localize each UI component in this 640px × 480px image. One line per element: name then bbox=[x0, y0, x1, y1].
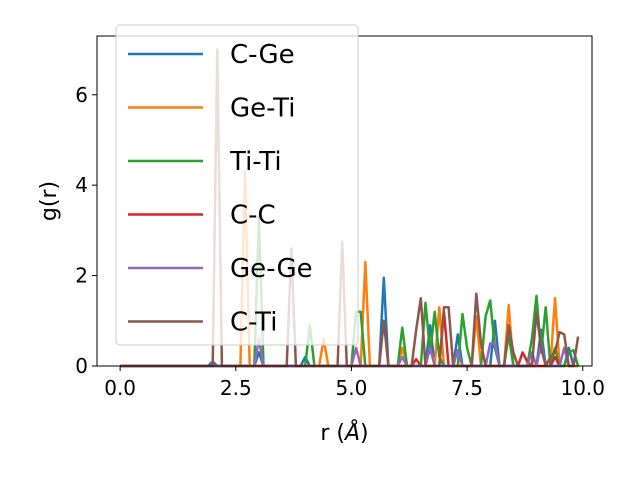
x-tick-label: 5.0 bbox=[336, 376, 368, 400]
x-tick-label: 0.0 bbox=[104, 376, 136, 400]
x-axis-label-close: ) bbox=[360, 421, 369, 446]
legend-label-c-ti: C-Ti bbox=[230, 308, 277, 338]
legend-box bbox=[115, 24, 359, 346]
legend: C-Ge Ge-Ti Ti-Ti C-C Ge-Ge C-Ti bbox=[115, 24, 359, 346]
legend-label-c-c: C-C bbox=[230, 201, 276, 231]
y-tick-label: 2 bbox=[75, 264, 88, 288]
ticks-layer: 0.0 2.5 5.0 7.5 10.0 0 2 4 6 bbox=[75, 83, 605, 400]
x-axis-label-text: r ( bbox=[320, 421, 345, 446]
x-axis-label-unit: Å bbox=[343, 419, 360, 446]
legend-label-ge-ge: Ge-Ge bbox=[230, 254, 313, 284]
x-tick-label: 10.0 bbox=[560, 376, 605, 400]
legend-label-ti-ti: Ti-Ti bbox=[229, 147, 282, 177]
y-tick-label: 4 bbox=[75, 173, 88, 197]
x-axis-label: r (Å) bbox=[320, 419, 368, 446]
legend-items: C-Ge Ge-Ti Ti-Ti C-C Ge-Ge C-Ti bbox=[128, 40, 313, 338]
y-tick-label: 0 bbox=[75, 354, 88, 378]
legend-label-c-ge: C-Ge bbox=[230, 40, 295, 70]
legend-label-ge-ti: Ge-Ti bbox=[230, 94, 295, 124]
y-tick-label: 6 bbox=[75, 83, 88, 107]
x-tick-label: 7.5 bbox=[451, 376, 483, 400]
x-tick-label: 2.5 bbox=[220, 376, 252, 400]
y-axis-label: g(r) bbox=[37, 181, 62, 221]
